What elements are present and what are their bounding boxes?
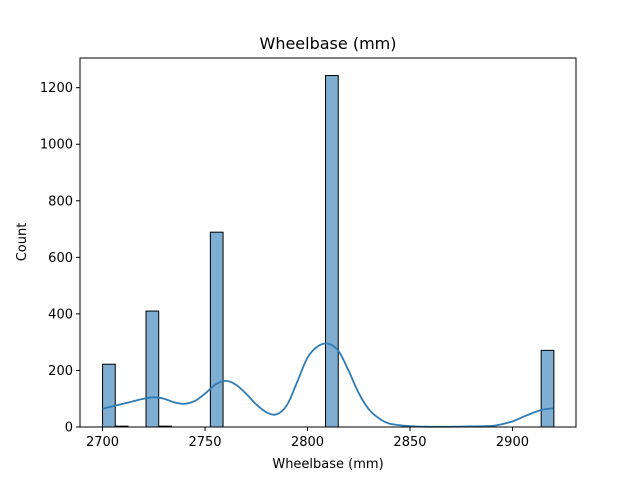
- chart-title: Wheelbase (mm): [260, 34, 397, 53]
- x-tick-label: 2750: [188, 435, 221, 450]
- histogram-bar: [325, 75, 339, 428]
- kde-layer: [102, 342, 554, 428]
- y-tick-label: 0: [65, 421, 73, 436]
- histogram-bar: [209, 231, 224, 428]
- x-tick-label: 2900: [496, 435, 529, 450]
- y-tick-label: 1200: [40, 81, 73, 96]
- y-tick-label: 1000: [40, 138, 73, 153]
- plot-frame: [79, 57, 577, 428]
- kde-line: [102, 342, 554, 428]
- y-tick-label: 800: [48, 194, 73, 209]
- x-tick-label: 2700: [86, 435, 119, 450]
- y-tick-label: 600: [48, 251, 73, 266]
- bars-layer: [102, 75, 555, 428]
- x-tick-label: 2850: [393, 435, 426, 450]
- histogram-bar: [540, 349, 555, 428]
- y-axis-label: Count: [15, 223, 30, 262]
- histogram-bar: [145, 310, 160, 428]
- x-axis-label: Wheelbase (mm): [272, 457, 383, 472]
- y-axis-ticks: 0 200 400 600 800 1000 1200: [40, 81, 80, 436]
- histogram-bar: [102, 363, 116, 428]
- x-axis-ticks: 2700 2750 2800 2850 2900: [86, 427, 529, 450]
- y-tick-label: 400: [48, 307, 73, 322]
- y-tick-label: 200: [48, 364, 73, 379]
- x-tick-label: 2800: [291, 435, 324, 450]
